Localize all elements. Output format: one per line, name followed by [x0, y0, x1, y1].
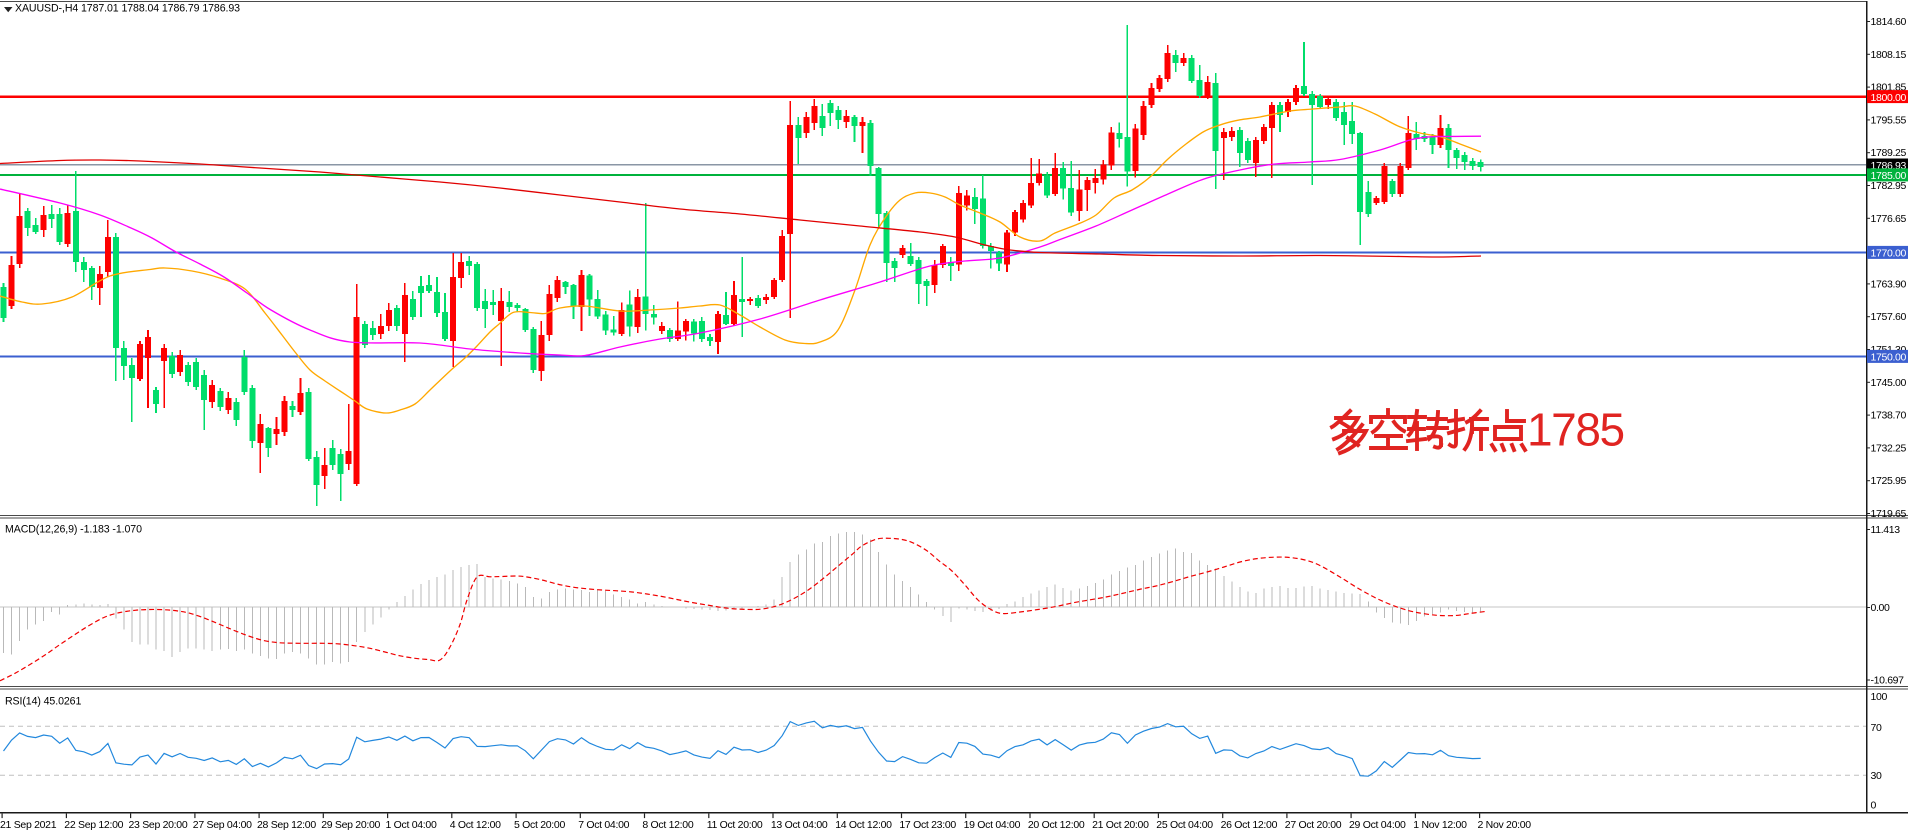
svg-text:0: 0	[1871, 800, 1877, 812]
svg-text:13 Oct 04:00: 13 Oct 04:00	[771, 819, 828, 831]
svg-text:1725.95: 1725.95	[1871, 475, 1907, 487]
svg-text:28 Sep 12:00: 28 Sep 12:00	[257, 819, 316, 831]
svg-text:8 Oct 12:00: 8 Oct 12:00	[642, 819, 693, 831]
svg-text:26 Oct 12:00: 26 Oct 12:00	[1221, 819, 1278, 831]
svg-text:1757.60: 1757.60	[1871, 311, 1907, 323]
svg-text:RSI(14) 45.0261: RSI(14) 45.0261	[5, 696, 81, 708]
svg-text:1795.55: 1795.55	[1871, 114, 1907, 126]
svg-text:17 Oct 23:00: 17 Oct 23:00	[899, 819, 956, 831]
svg-text:5 Oct 20:00: 5 Oct 20:00	[514, 819, 565, 831]
svg-text:23 Sep 20:00: 23 Sep 20:00	[129, 819, 188, 831]
svg-text:1789.25: 1789.25	[1871, 147, 1907, 159]
svg-text:1738.70: 1738.70	[1871, 410, 1907, 422]
svg-text:21 Oct 20:00: 21 Oct 20:00	[1092, 819, 1149, 831]
svg-text:1785.00: 1785.00	[1871, 170, 1907, 182]
svg-text:100: 100	[1871, 691, 1888, 703]
svg-text:1800.00: 1800.00	[1871, 92, 1907, 104]
svg-text:1814.60: 1814.60	[1871, 16, 1907, 28]
svg-text:1782.95: 1782.95	[1871, 180, 1907, 192]
svg-text:29 Oct 04:00: 29 Oct 04:00	[1349, 819, 1406, 831]
svg-text:MACD(12,26,9) -1.183 -1.070: MACD(12,26,9) -1.183 -1.070	[5, 524, 142, 536]
svg-text:22 Sep 12:00: 22 Sep 12:00	[64, 819, 123, 831]
svg-text:27 Sep 04:00: 27 Sep 04:00	[193, 819, 252, 831]
svg-text:1732.25: 1732.25	[1871, 442, 1907, 454]
svg-text:29 Sep 20:00: 29 Sep 20:00	[321, 819, 380, 831]
svg-text:1763.90: 1763.90	[1871, 278, 1907, 290]
svg-text:7 Oct 04:00: 7 Oct 04:00	[578, 819, 629, 831]
svg-text:1770.00: 1770.00	[1871, 248, 1907, 260]
svg-text:11 Oct 20:00: 11 Oct 20:00	[707, 819, 763, 831]
svg-text:1776.65: 1776.65	[1871, 213, 1907, 225]
svg-text:70: 70	[1871, 722, 1882, 734]
svg-text:1750.00: 1750.00	[1871, 352, 1907, 364]
svg-text:1 Nov 12:00: 1 Nov 12:00	[1413, 819, 1467, 831]
svg-text:1785: 1785	[1527, 404, 1624, 456]
svg-text:0.00: 0.00	[1871, 602, 1891, 614]
svg-text:20 Oct 12:00: 20 Oct 12:00	[1028, 819, 1085, 831]
svg-text:1808.15: 1808.15	[1871, 49, 1907, 61]
svg-text:1 Oct 04:00: 1 Oct 04:00	[386, 819, 437, 831]
svg-text:-10.697: -10.697	[1871, 675, 1905, 687]
svg-text:27 Oct 20:00: 27 Oct 20:00	[1285, 819, 1342, 831]
svg-text:1719.65: 1719.65	[1871, 508, 1907, 520]
svg-text:19 Oct 04:00: 19 Oct 04:00	[964, 819, 1021, 831]
svg-text:14 Oct 12:00: 14 Oct 12:00	[835, 819, 892, 831]
svg-text:25 Oct 04:00: 25 Oct 04:00	[1156, 819, 1213, 831]
svg-text:XAUUSD-,H4 1787.01 1788.04 17: XAUUSD-,H4 1787.01 1788.04 1786.79 1786.…	[15, 3, 240, 15]
svg-text:2 Nov 20:00: 2 Nov 20:00	[1478, 819, 1532, 831]
svg-text:21 Sep 2021: 21 Sep 2021	[0, 819, 57, 831]
svg-text:1745.00: 1745.00	[1871, 377, 1907, 389]
svg-text:30: 30	[1871, 770, 1882, 782]
svg-text:11.413: 11.413	[1871, 524, 1901, 536]
svg-text:4 Oct 12:00: 4 Oct 12:00	[450, 819, 501, 831]
